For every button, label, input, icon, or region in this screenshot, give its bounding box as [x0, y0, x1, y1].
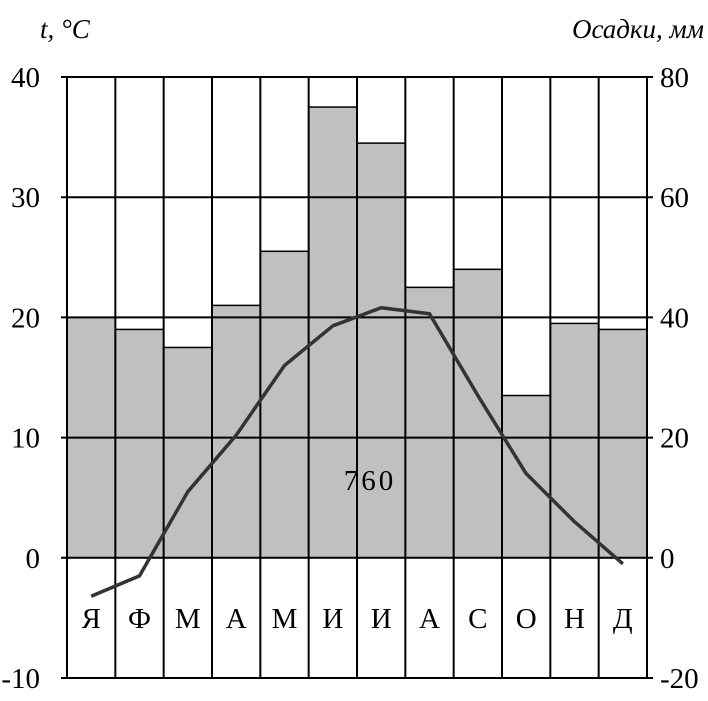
left-tick-label: 30	[11, 182, 40, 214]
left-tick-label: 40	[11, 62, 40, 94]
month-label: А	[419, 603, 440, 635]
left-tick-label: 20	[11, 302, 40, 334]
month-label: М	[272, 603, 298, 635]
month-label: М	[175, 603, 201, 635]
right-axis-title: Осадки, мм	[572, 14, 704, 44]
month-label: С	[468, 603, 487, 635]
precip-bar	[162, 346, 213, 559]
left-tick-label: 10	[11, 423, 40, 455]
temperature-curve	[90, 306, 624, 598]
month-label: Ф	[128, 603, 151, 635]
month-label: И	[322, 603, 343, 635]
right-axis-ticks: 80 60 40 20 0 -20	[660, 62, 699, 695]
precip-bar	[211, 304, 262, 559]
right-tick-label: 20	[660, 423, 689, 455]
right-tick-label: 40	[660, 302, 689, 334]
month-label: Н	[564, 603, 585, 635]
right-tick-label: 80	[660, 62, 689, 94]
precip-bar	[501, 394, 552, 559]
precip-bar	[597, 328, 648, 559]
month-label: И	[371, 603, 392, 635]
right-tick-label: 0	[660, 543, 675, 575]
annual-precipitation-label: 760	[344, 465, 397, 497]
month-label: Я	[81, 603, 100, 635]
precip-bar	[114, 328, 165, 559]
left-tick-label: 0	[26, 543, 41, 575]
precip-bar	[452, 268, 503, 559]
right-tick-label: -20	[660, 663, 699, 695]
precipitation-bars	[66, 106, 648, 559]
left-tick-label: -10	[1, 663, 40, 695]
right-tick-label: 60	[660, 182, 689, 214]
month-label: А	[226, 603, 247, 635]
left-axis-ticks: 40 30 20 10 0 -10	[1, 62, 40, 695]
month-label: О	[516, 603, 537, 635]
temperature-line	[90, 306, 624, 598]
month-label: Д	[613, 603, 633, 635]
precip-bar	[259, 250, 310, 559]
left-axis-title: t, °C	[40, 14, 91, 44]
precip-bar	[404, 286, 455, 559]
grid-lines	[61, 76, 653, 679]
